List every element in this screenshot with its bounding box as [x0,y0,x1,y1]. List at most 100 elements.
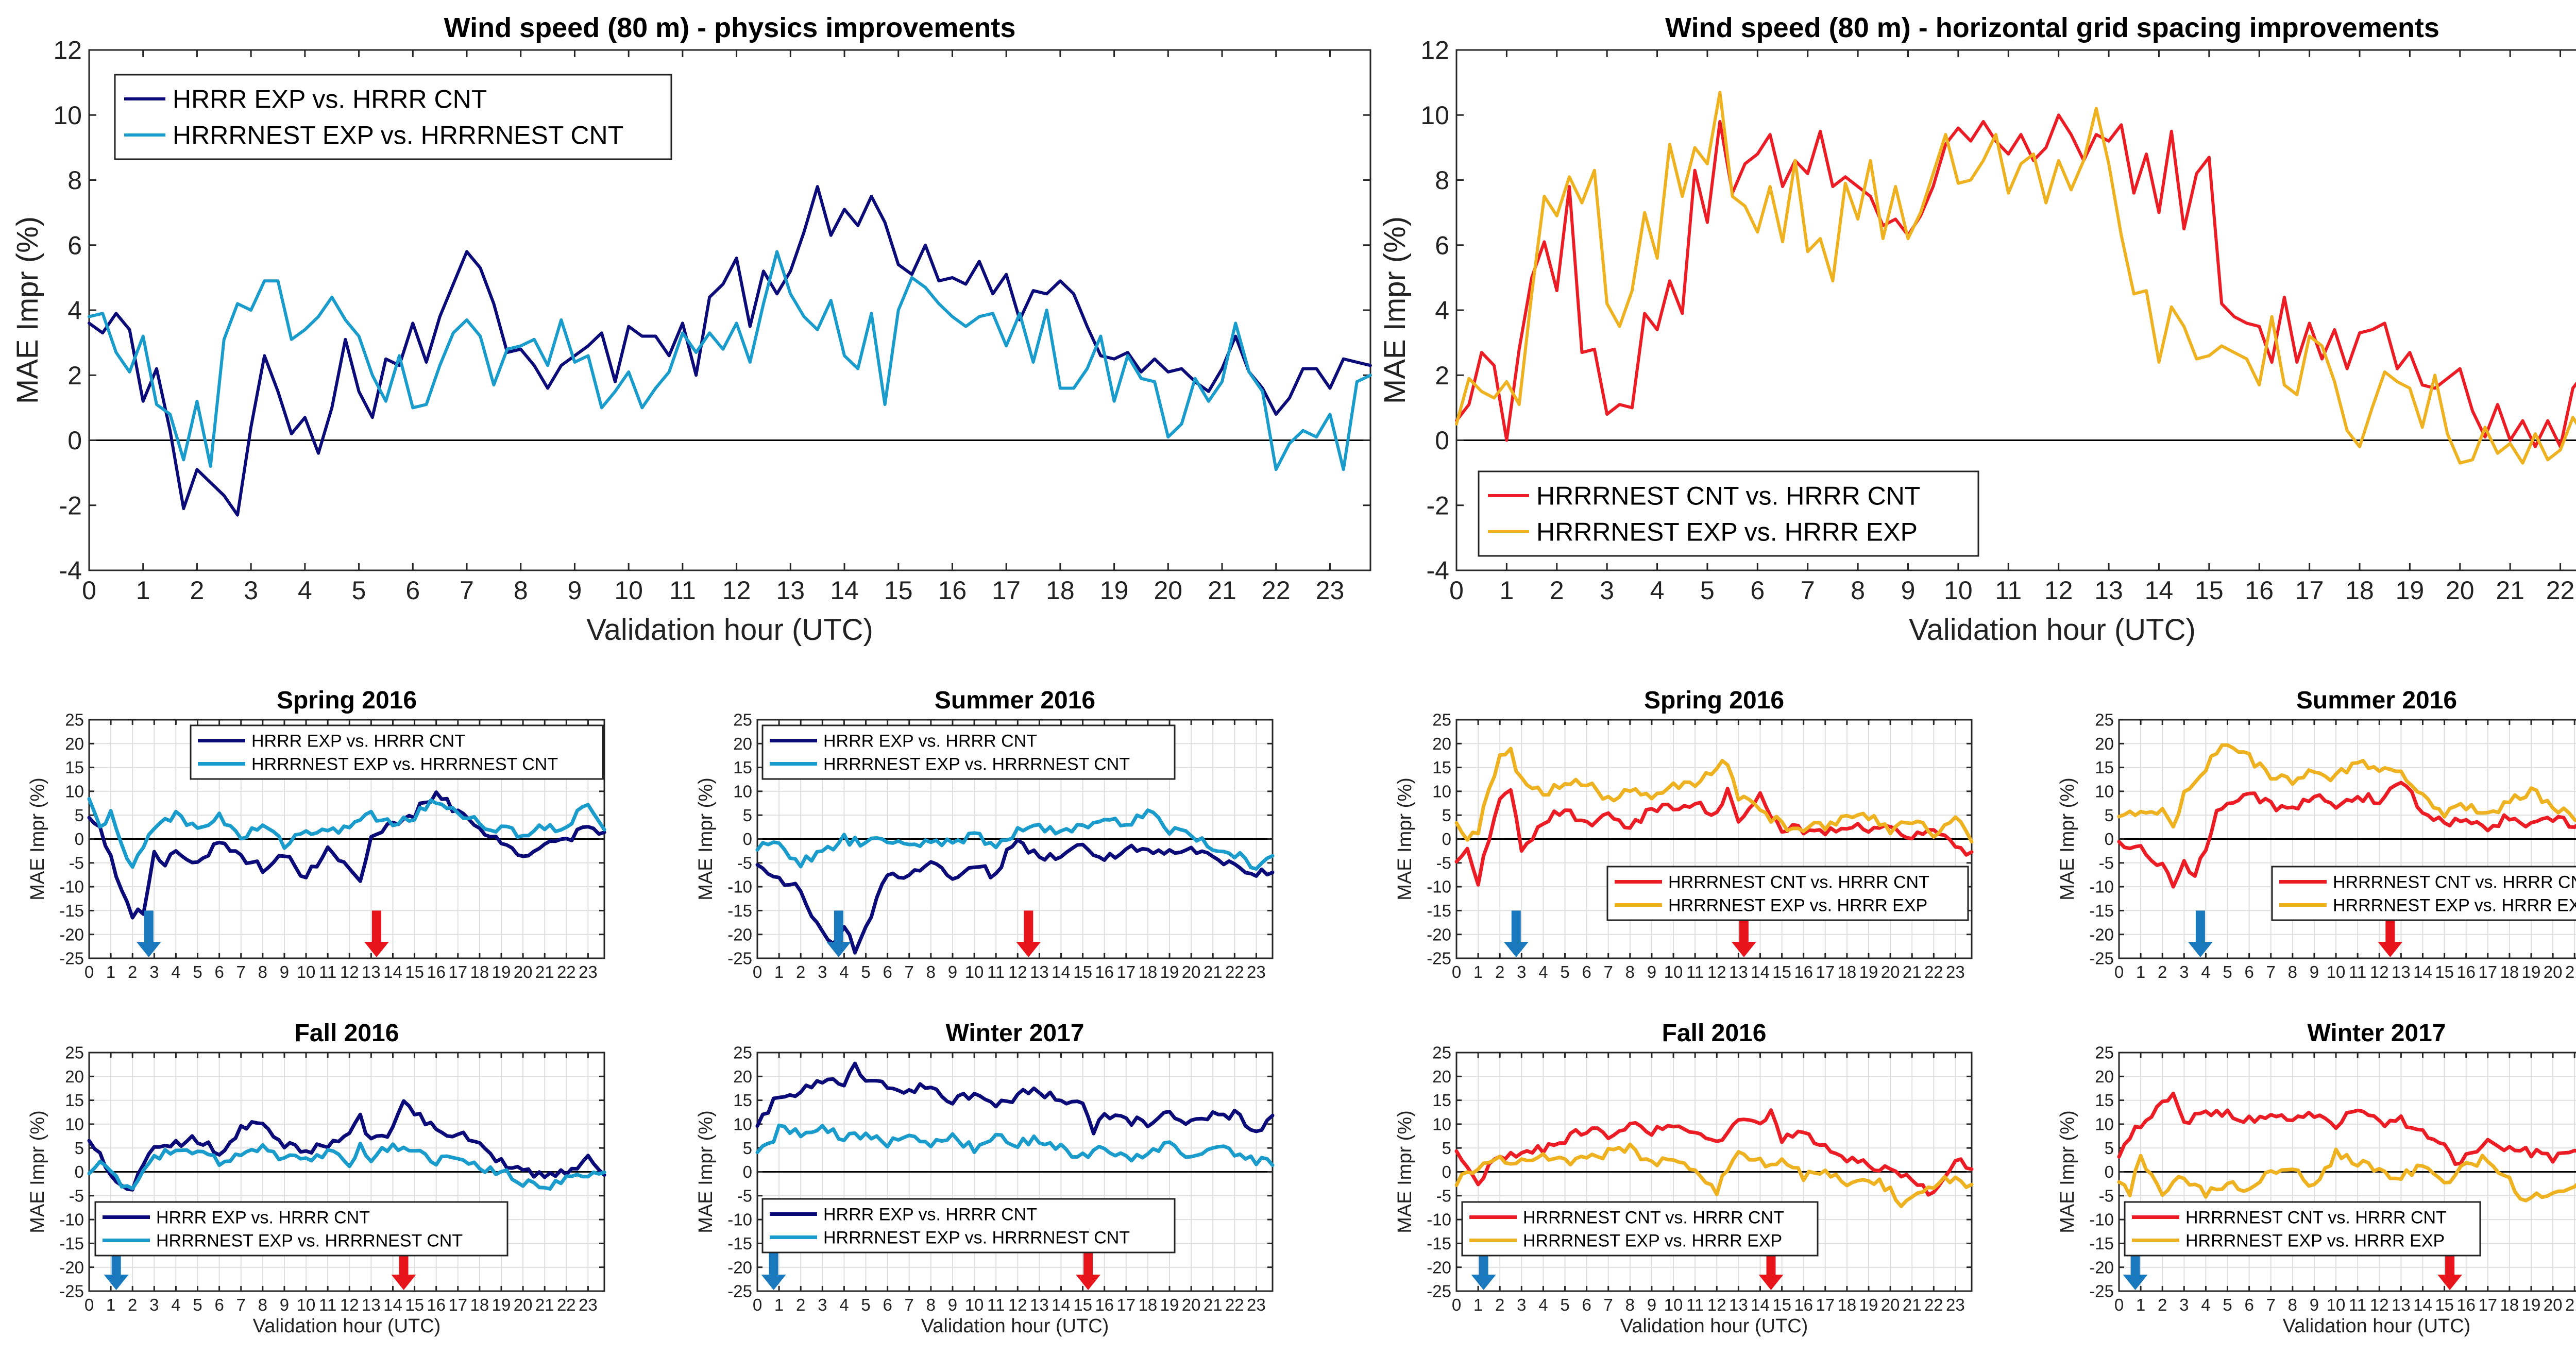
x-tick-label: 2 [1495,1295,1504,1314]
y-tick-label: 0 [743,1162,752,1181]
legend-entry-label: HRRRNEST CNT vs. HRRR CNT [1523,1208,1784,1227]
x-axis-label: Validation hour (UTC) [921,1315,1109,1337]
x-tick-label: 13 [2392,962,2411,981]
x-tick-label: 12 [2370,962,2389,981]
x-tick-label: 3 [1517,962,1526,981]
x-tick-label: 17 [448,962,467,981]
x-tick-label: 21 [1208,576,1236,605]
y-tick-label: 15 [65,1091,84,1110]
y-tick-label: 25 [65,1043,84,1062]
x-tick-label: 17 [992,576,1021,605]
x-tick-label: 16 [1794,1295,1813,1314]
y-tick-label: -20 [727,1258,752,1277]
x-tick-label: 22 [1924,962,1943,981]
y-tick-label: -2 [1427,491,1449,520]
x-tick-label: 15 [2435,1295,2454,1314]
x-tick-label: 14 [383,1295,402,1314]
x-tick-label: 11 [987,1295,1005,1314]
y-tick-label: 12 [53,36,82,65]
x-tick-label: 21 [1204,962,1223,981]
x-tick-label: 11 [987,962,1005,981]
y-tick-label: 4 [67,296,82,325]
y-tick-label: 4 [1435,296,1449,325]
y-tick-label: -15 [59,1234,84,1253]
arrow-head [1016,942,1041,957]
arrow-head [1471,1275,1496,1290]
x-tick-label: 14 [830,576,859,605]
x-tick-label: 2 [1550,576,1564,605]
x-tick-label: 4 [171,1295,180,1314]
chart-G: 0 1 2 3 4 5 6 7 8 9 10 11 12 13 14 15 16 17 18 19 20 21 22 23-2… [27,1020,606,1337]
x-tick-label: 1 [1473,1295,1483,1314]
x-tick-label: 3 [1600,576,1614,605]
legend-box [1478,470,1979,557]
tick-labels: 01234567891011121314151617181920212223-4… [1420,36,2574,605]
x-tick-label: 4 [839,962,849,981]
legend-entry-label: HRRRNEST EXP vs. HRRR EXP [2185,1231,2445,1250]
x-tick-label: 11 [1995,576,2022,605]
legend: HRRRNEST CNT vs. HRRR CNT HRRRNEST EXP vs… [2271,866,2576,921]
x-tick-label: 16 [2456,962,2476,981]
x-tick-label: 17 [2478,962,2497,981]
y-axis-label: MAE Impr (%) [1378,216,1412,404]
x-tick-label: 15 [1073,962,1092,981]
chart-title: Wind speed (80 m) - physics improvements [444,12,1016,43]
y-tick-label: 10 [53,101,82,130]
x-tick-label: 14 [2413,962,2432,981]
y-tick-label: -15 [1427,901,1451,920]
y-tick-label: 12 [1420,36,1449,65]
x-tick-label: 15 [1772,962,1791,981]
legend: HRRRNEST CNT vs. HRRR CNT HRRRNEST EXP vs… [1606,866,1969,921]
y-tick-label: -20 [727,925,752,944]
series-line-0 [755,1061,1275,1136]
y-tick-label: 25 [65,710,84,730]
x-tick-label: 6 [883,962,892,981]
series-line-1 [87,797,606,869]
x-tick-label: 9 [1901,576,1916,605]
y-tick-label: -5 [737,853,752,872]
series-line-1 [2117,1147,2576,1202]
chart-E: 0 1 2 3 4 5 6 7 8 9 10 11 12 13 14 15 16 17 18 19 20 21 22 23-2… [1394,687,1974,981]
x-tick-label: 6 [2244,962,2253,981]
x-tick-label: 6 [1582,1295,1591,1314]
x-tick-label: 20 [514,1295,533,1314]
y-tick-label: -15 [2089,901,2114,920]
x-axis-label: Validation hour (UTC) [1909,613,2196,647]
x-tick-label: 4 [1650,576,1665,605]
y-tick-label: 25 [2095,1043,2114,1062]
x-tick-label: 3 [2179,962,2189,981]
y-tick-label: -20 [1427,1258,1451,1277]
y-tick-label: -20 [1427,925,1451,944]
legend-box [761,1198,1176,1254]
arrow-head [136,942,161,957]
y-tick-label: 8 [67,166,82,195]
x-tick-label: 9 [1647,962,1656,981]
x-tick-label: 15 [2195,576,2224,605]
x-tick-label: 19 [1859,1295,1878,1314]
x-tick-label: 2 [128,962,137,981]
y-tick-label: 0 [1442,1162,1451,1181]
x-tick-label: 13 [1030,962,1049,981]
arrow-shaft [144,910,154,943]
arrow-marker-0 [826,910,851,957]
y-tick-label: -20 [2089,925,2114,944]
legend: HRRR EXP vs. HRRR CNT HRRRNEST EXP vs. HR… [94,1201,509,1257]
chart-title: Summer 2016 [935,687,1095,714]
x-tick-label: 10 [297,962,316,981]
x-tick-label: 0 [84,1295,94,1314]
x-tick-label: 21 [1903,962,1922,981]
y-tick-label: -25 [1427,949,1451,968]
y-tick-label: 2 [67,361,82,390]
series-line-1 [88,250,1372,471]
x-tick-label: 13 [2094,576,2123,605]
y-tick-label: 10 [733,1114,752,1133]
legend-entry-label: HRRR EXP vs. HRRR CNT [173,85,487,114]
x-tick-label: 4 [298,576,312,605]
y-tick-label: 20 [2095,734,2114,753]
arrow-head [1076,1275,1101,1290]
legend-box [94,1201,509,1257]
x-tick-label: 21 [2565,1295,2576,1314]
